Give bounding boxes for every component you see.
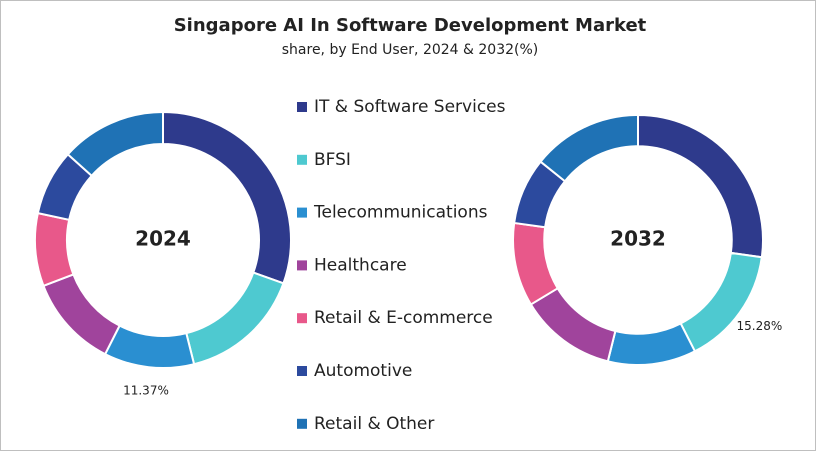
legend-swatch bbox=[297, 207, 307, 218]
legend-label: IT & Software Services bbox=[314, 97, 506, 117]
donut-segment bbox=[66, 110, 164, 178]
legend-label: Retail & E-commerce bbox=[314, 308, 493, 328]
legend-swatch bbox=[297, 366, 307, 376]
data-label: 15.28% bbox=[737, 319, 783, 333]
donut-segment bbox=[34, 211, 75, 288]
legend-label: Retail & Other bbox=[314, 414, 434, 434]
center-label: 2032 bbox=[610, 227, 666, 251]
legend-swatch bbox=[297, 154, 307, 165]
legend-swatch bbox=[297, 313, 307, 324]
center-label: 2024 bbox=[135, 227, 191, 251]
legend-label: Telecommunications bbox=[313, 203, 488, 223]
legend-label: BFSI bbox=[314, 150, 351, 170]
legend-swatch bbox=[297, 102, 307, 112]
legend-label: Automotive bbox=[314, 361, 412, 381]
chart-subtitle: share, by End User, 2024 & 2032(%) bbox=[282, 42, 539, 58]
legend-swatch bbox=[297, 260, 307, 271]
legend-swatch bbox=[297, 418, 307, 429]
chart-title: Singapore AI In Software Development Mar… bbox=[174, 15, 647, 36]
legend-label: Healthcare bbox=[314, 255, 407, 275]
donut-segment bbox=[539, 113, 639, 183]
data-label: 11.37% bbox=[123, 384, 169, 398]
